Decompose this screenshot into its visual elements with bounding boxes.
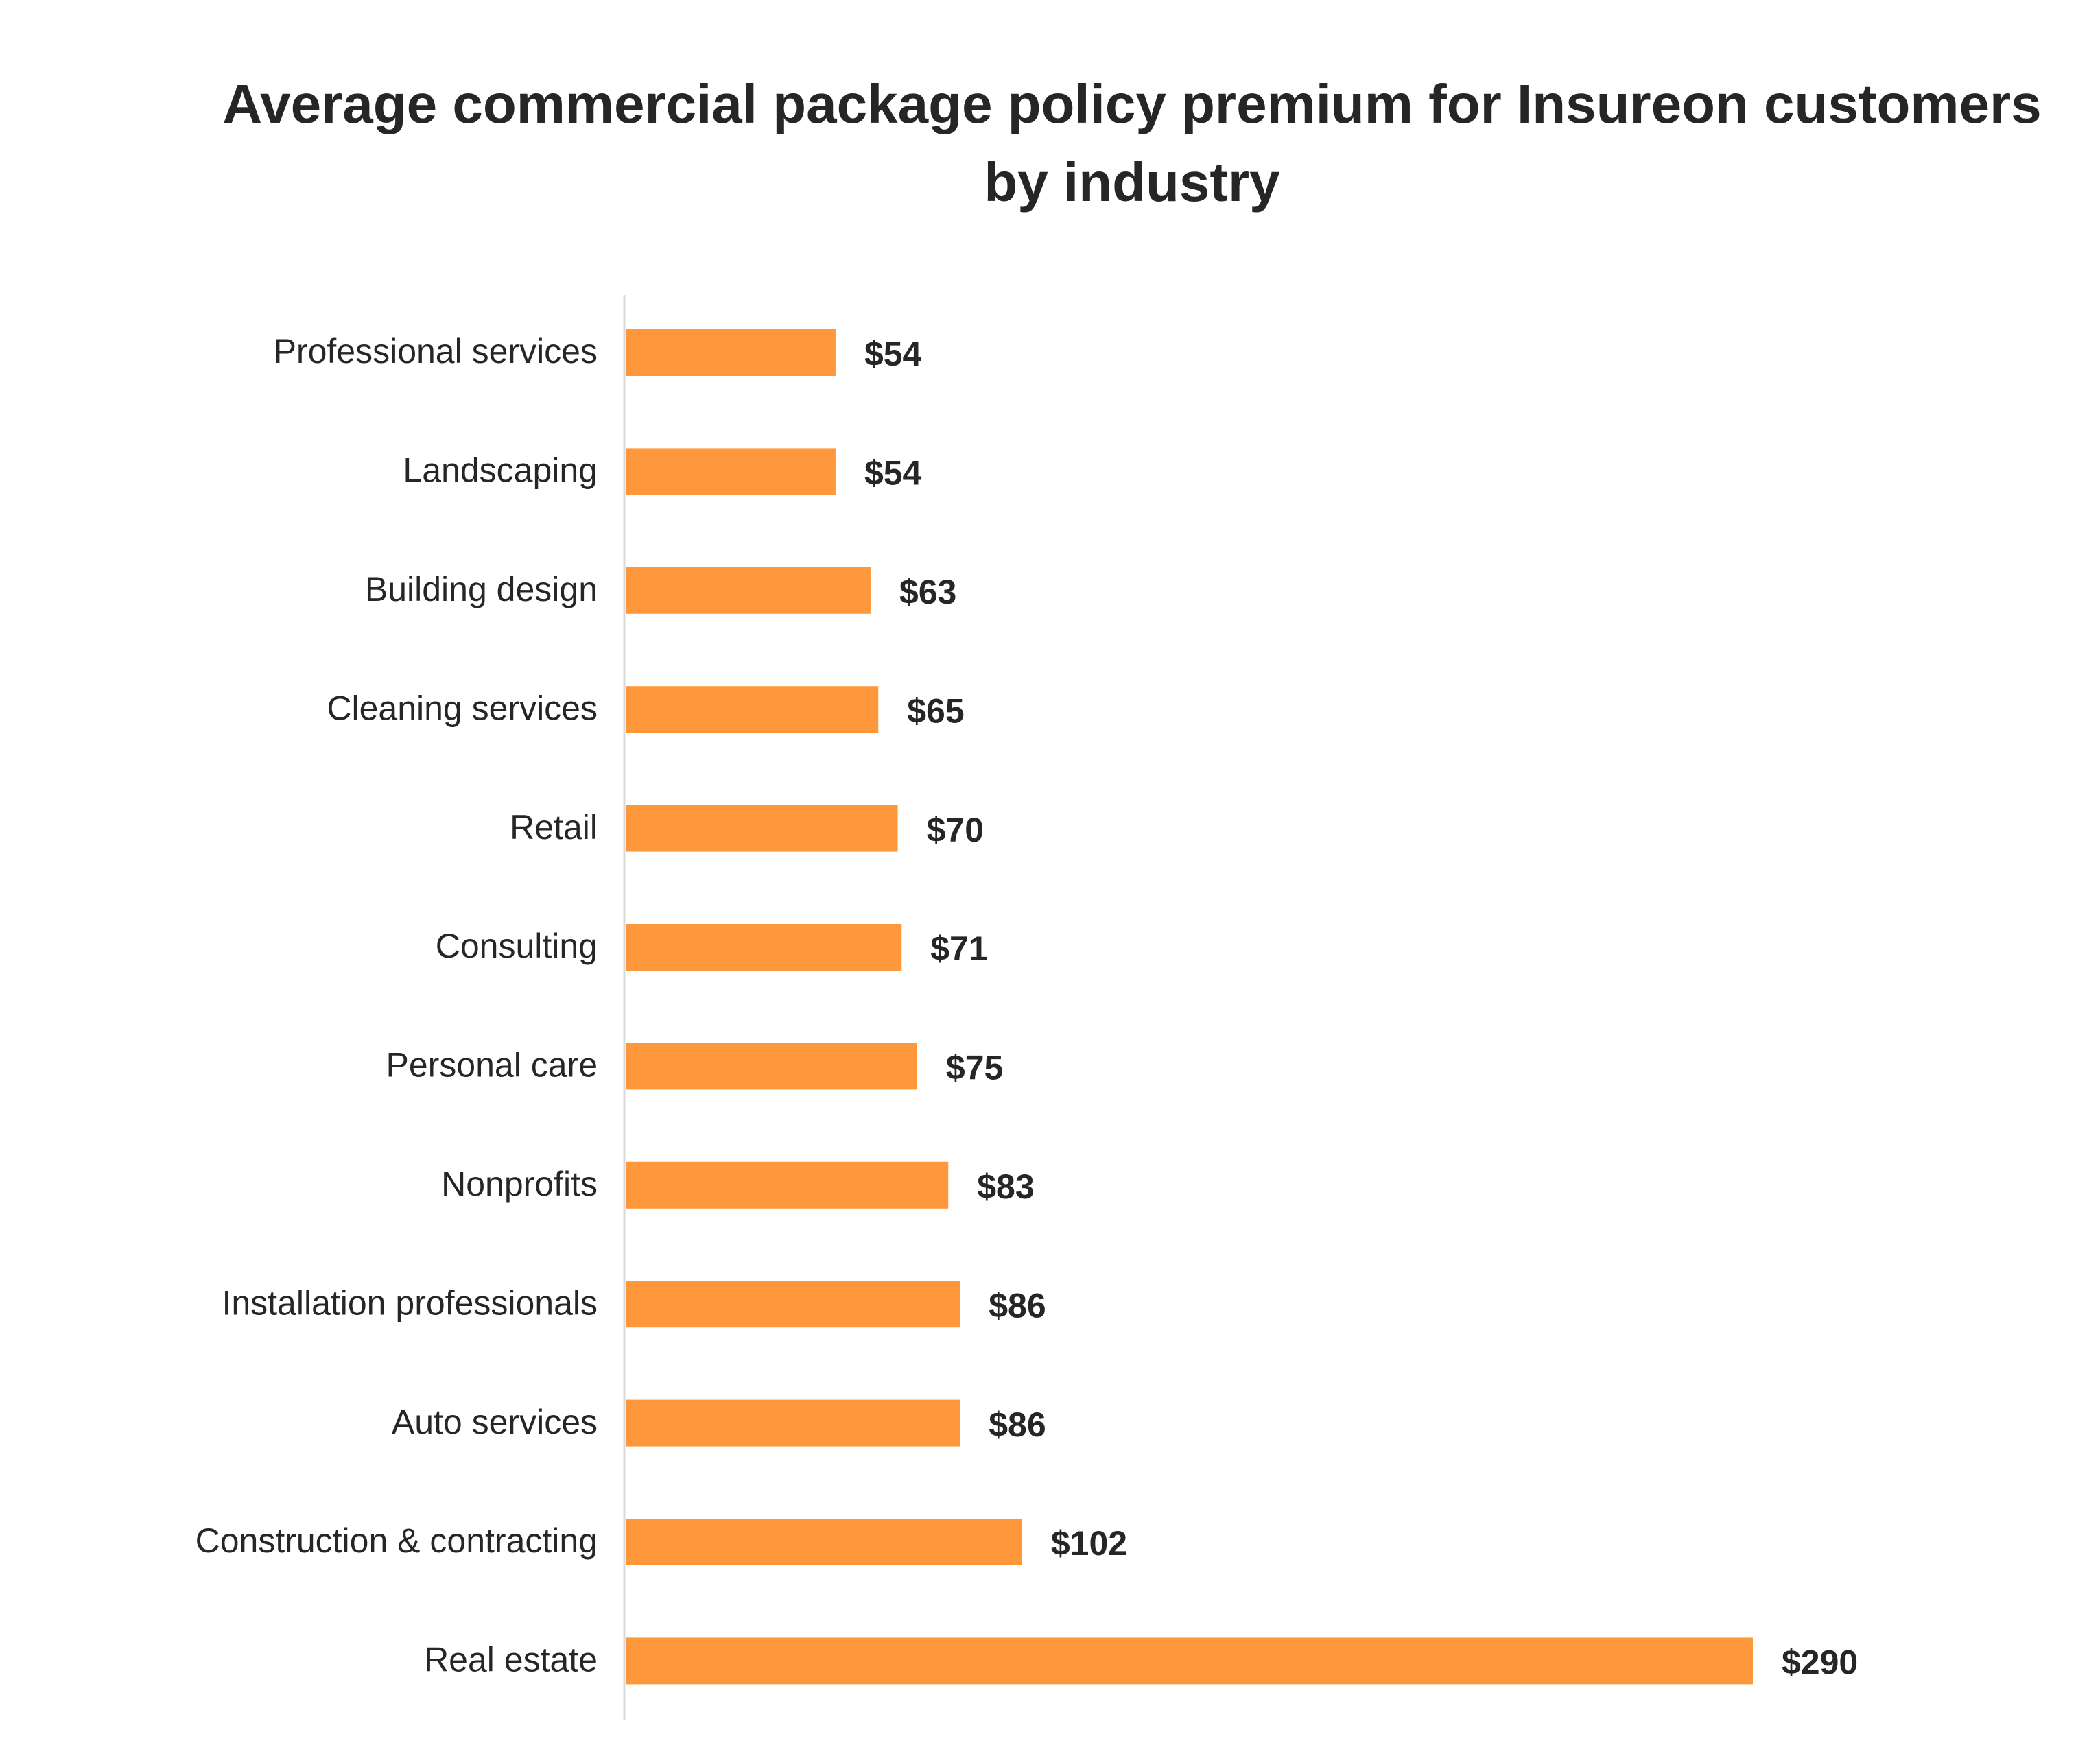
category-label: Personal care	[386, 1046, 598, 1084]
data-label: $71	[930, 929, 987, 968]
data-label: $86	[989, 1286, 1046, 1325]
bar	[626, 1281, 960, 1328]
data-label: $70	[927, 811, 984, 849]
data-label: $83	[977, 1167, 1034, 1206]
data-label: $290	[1782, 1644, 1858, 1682]
category-label: Consulting	[436, 927, 598, 965]
bar	[626, 805, 898, 852]
data-label: $54	[864, 454, 922, 493]
category-label: Nonprofits	[441, 1165, 598, 1203]
category-label: Auto services	[392, 1403, 598, 1441]
category-label: Professional services	[274, 332, 598, 370]
category-label: Installation professionals	[222, 1283, 598, 1322]
bar	[626, 1161, 949, 1209]
category-label: Building design	[365, 570, 598, 608]
category-label: Construction & contracting	[196, 1521, 598, 1560]
category-label: Real estate	[424, 1641, 598, 1679]
bar	[626, 329, 836, 376]
bar	[626, 1637, 1753, 1685]
category-label: Retail	[510, 808, 598, 846]
bar	[626, 567, 871, 614]
data-label: $54	[864, 335, 922, 373]
data-label: $75	[946, 1049, 1003, 1087]
bar	[626, 686, 879, 733]
category-label: Cleaning services	[327, 689, 598, 727]
data-label: $102	[1051, 1524, 1127, 1563]
category-label: Landscaping	[403, 451, 598, 490]
data-label: $63	[899, 573, 956, 611]
bar	[626, 1399, 960, 1447]
data-label: $65	[907, 691, 964, 730]
bar	[626, 1043, 917, 1090]
bar	[626, 924, 902, 971]
bar	[626, 448, 836, 495]
data-label: $86	[989, 1405, 1046, 1444]
chart-title: Average commercial package policy premiu…	[222, 73, 2042, 213]
bar	[626, 1519, 1022, 1565]
